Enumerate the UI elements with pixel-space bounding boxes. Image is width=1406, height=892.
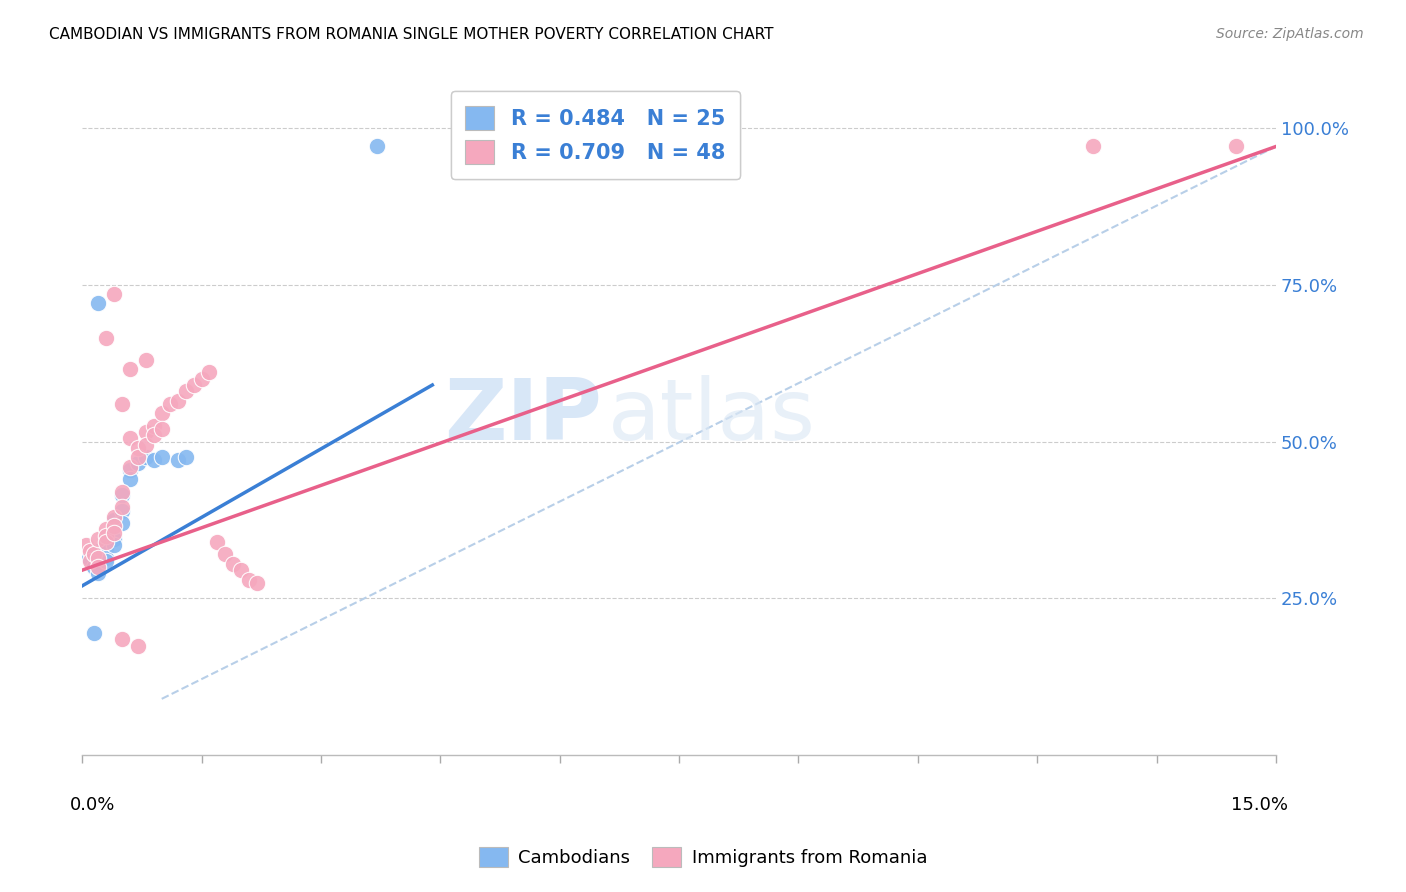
Point: [103, 513, 125, 527]
Point: [142, 453, 165, 467]
Point: [118, 472, 141, 486]
Point: [111, 484, 134, 499]
Point: [231, 563, 253, 577]
Point: [94, 550, 117, 565]
Y-axis label: Single Mother Poverty: Single Mother Poverty: [0, 325, 8, 508]
Point: [111, 500, 134, 515]
Point: [214, 548, 236, 562]
Point: [135, 352, 157, 367]
Point: [166, 393, 188, 408]
Point: [174, 384, 197, 399]
Point: [111, 503, 134, 517]
Point: [111, 632, 134, 647]
Point: [103, 532, 125, 546]
Point: [87, 296, 110, 310]
Point: [111, 397, 134, 411]
Point: [142, 428, 165, 442]
Point: [79, 544, 101, 558]
Point: [79, 554, 101, 568]
Point: [94, 331, 117, 345]
Point: [142, 418, 165, 433]
Point: [103, 287, 125, 301]
Point: [83, 560, 105, 574]
Text: atlas: atlas: [607, 375, 815, 458]
Point: [150, 450, 173, 465]
Point: [127, 457, 149, 471]
Point: [83, 548, 105, 562]
Point: [135, 450, 157, 465]
Text: 15.0%: 15.0%: [1230, 796, 1288, 814]
Point: [111, 516, 134, 530]
Text: 0.0%: 0.0%: [70, 796, 115, 814]
Point: [1081, 139, 1104, 153]
Point: [183, 378, 205, 392]
Point: [103, 519, 125, 533]
Point: [87, 560, 110, 574]
Point: [150, 422, 173, 436]
Point: [207, 535, 229, 549]
Point: [166, 453, 188, 467]
Point: [111, 488, 134, 502]
Legend: R = 0.484   N = 25, R = 0.709   N = 48: R = 0.484 N = 25, R = 0.709 N = 48: [451, 91, 740, 179]
Point: [198, 366, 221, 380]
Point: [127, 639, 149, 653]
Point: [103, 538, 125, 552]
Point: [87, 550, 110, 565]
Point: [77, 550, 100, 565]
Point: [103, 509, 125, 524]
Point: [135, 437, 157, 451]
Text: ZIP: ZIP: [444, 375, 602, 458]
Point: [94, 541, 117, 556]
Point: [94, 522, 117, 536]
Point: [118, 362, 141, 376]
Point: [103, 525, 125, 540]
Point: [1225, 139, 1247, 153]
Point: [159, 397, 181, 411]
Point: [238, 573, 260, 587]
Point: [87, 544, 110, 558]
Point: [127, 450, 149, 465]
Point: [87, 566, 110, 581]
Point: [246, 575, 269, 590]
Point: [87, 532, 110, 546]
Point: [118, 459, 141, 474]
Point: [150, 406, 173, 420]
Point: [222, 557, 245, 571]
Point: [135, 425, 157, 439]
Point: [118, 431, 141, 445]
Point: [174, 450, 197, 465]
Point: [83, 626, 105, 640]
Point: [190, 372, 212, 386]
Point: [94, 554, 117, 568]
Point: [75, 538, 97, 552]
Text: CAMBODIAN VS IMMIGRANTS FROM ROMANIA SINGLE MOTHER POVERTY CORRELATION CHART: CAMBODIAN VS IMMIGRANTS FROM ROMANIA SIN…: [49, 27, 773, 42]
Point: [127, 441, 149, 455]
Point: [94, 529, 117, 543]
Point: [366, 139, 388, 153]
Point: [87, 557, 110, 571]
Legend: Cambodians, Immigrants from Romania: Cambodians, Immigrants from Romania: [471, 839, 935, 874]
Point: [94, 535, 117, 549]
Text: Source: ZipAtlas.com: Source: ZipAtlas.com: [1216, 27, 1364, 41]
Point: [118, 463, 141, 477]
